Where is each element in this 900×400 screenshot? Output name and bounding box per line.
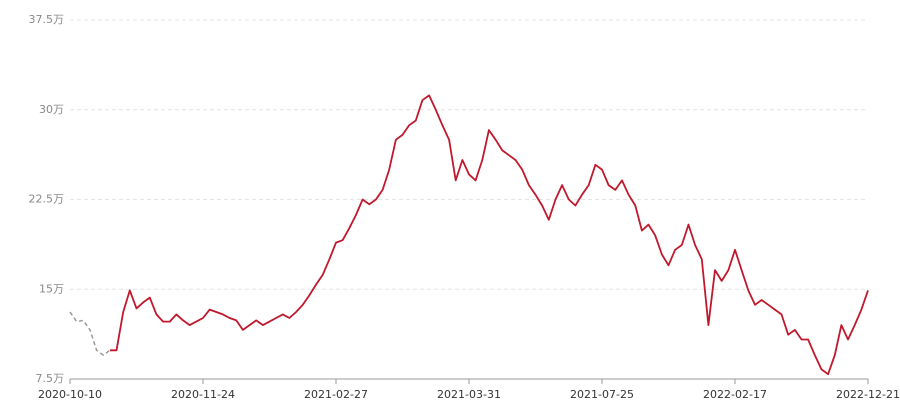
x-tick-label: 2020-11-24 bbox=[171, 388, 235, 400]
x-tick-label: 2022-02-17 bbox=[703, 388, 767, 400]
series-line bbox=[69, 311, 111, 356]
y-tick-label: 30万 bbox=[39, 103, 64, 116]
y-tick-label: 7.5万 bbox=[36, 372, 65, 385]
x-tick-label: 2021-07-25 bbox=[570, 388, 634, 400]
y-tick-label: 37.5万 bbox=[29, 13, 65, 26]
series-line bbox=[109, 94, 869, 376]
x-tick-label: 2022-12-21 bbox=[836, 388, 900, 400]
x-tick-label: 2020-10-10 bbox=[38, 388, 102, 400]
x-tick-label: 2021-02-27 bbox=[304, 388, 368, 400]
x-tick-label: 2021-03-31 bbox=[437, 388, 501, 400]
y-tick-label: 22.5万 bbox=[29, 193, 65, 206]
y-tick-label: 15万 bbox=[39, 282, 64, 295]
